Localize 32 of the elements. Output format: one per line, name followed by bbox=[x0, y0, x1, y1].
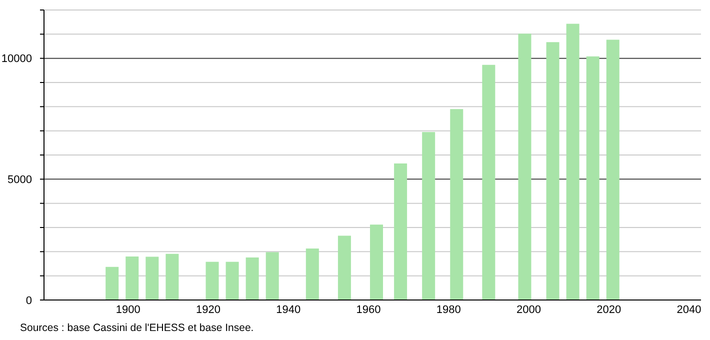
source-note: Sources : base Cassini de l'EHESS et base Insee. bbox=[20, 322, 254, 334]
x-tick-label: 2040 bbox=[676, 304, 702, 316]
bar bbox=[126, 256, 139, 300]
bar bbox=[546, 42, 560, 300]
x-tick-label: 2020 bbox=[596, 304, 622, 316]
bar bbox=[422, 132, 436, 300]
bar bbox=[206, 262, 219, 300]
y-tick-label: 0 bbox=[26, 294, 32, 307]
bar bbox=[482, 64, 496, 300]
bar bbox=[146, 256, 159, 300]
bar bbox=[306, 248, 319, 300]
x-tick-label: 1900 bbox=[116, 304, 140, 316]
bar bbox=[166, 254, 179, 300]
x-tick-label: 1940 bbox=[276, 304, 301, 316]
bar bbox=[266, 252, 279, 300]
bar bbox=[566, 24, 580, 300]
bar bbox=[394, 163, 408, 300]
y-tick-label: 5000 bbox=[8, 174, 32, 186]
bar bbox=[450, 109, 464, 300]
y-tick-label: 10000 bbox=[1, 53, 32, 66]
x-tick-label: 1920 bbox=[196, 304, 220, 316]
bar bbox=[226, 262, 239, 300]
x-tick-label: 2000 bbox=[516, 304, 541, 316]
x-tick-label: 1980 bbox=[436, 304, 461, 316]
bar bbox=[586, 56, 600, 300]
bar bbox=[246, 257, 259, 300]
bar bbox=[370, 224, 384, 300]
x-tick-label: 1960 bbox=[356, 304, 381, 316]
bar bbox=[106, 266, 119, 300]
bar bbox=[518, 34, 532, 300]
bar bbox=[338, 236, 351, 300]
bar bbox=[606, 40, 620, 300]
